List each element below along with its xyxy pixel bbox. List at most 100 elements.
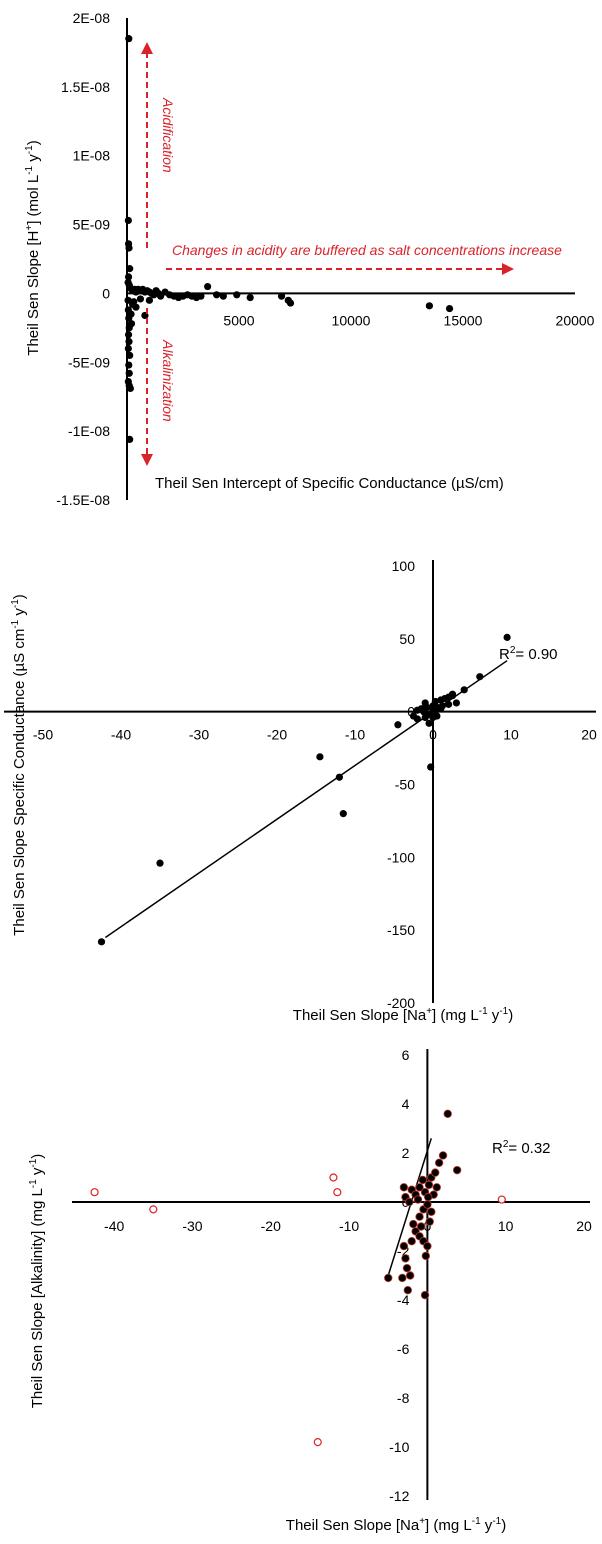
panel-c-y-tick-label: -8	[397, 1390, 410, 1406]
panel-a-data-point	[132, 303, 140, 311]
panel-a-data-point	[204, 282, 212, 291]
panel-c-excluded-point	[313, 1438, 322, 1447]
panel-b-data-point	[448, 690, 457, 698]
panel-b-points	[97, 633, 511, 946]
panel-b-data-point	[431, 697, 439, 706]
panel-b-y-axis-label: Theil Sen Slope Specific Conductance (µS…	[10, 594, 28, 936]
panel-a-x-tick-label: 5000	[223, 312, 254, 328]
panel-c-data-point	[405, 1271, 415, 1280]
acidification-annotation: Acidification	[160, 97, 176, 173]
panel-c-data-point	[424, 1180, 434, 1190]
panel-b-data-point	[335, 773, 343, 781]
panel-b-y-tick-label: 0	[407, 704, 415, 720]
panel-a-data-point	[445, 304, 454, 313]
panel-c-data-point	[421, 1251, 431, 1261]
panel-c-trendline	[387, 1138, 433, 1276]
panel-b-y-tick-label: -50	[395, 777, 415, 793]
panel-a-axes: 2E-08 1.5E-08 1E-08 5E-09 0 -5E-09 -1E-08 -1.5E…	[56, 10, 594, 508]
panel-b-x-tick-label: -20	[267, 727, 287, 743]
panel-a-data-point	[124, 344, 132, 353]
panel-c-data-point	[399, 1183, 409, 1192]
panel-c-data-point	[434, 1158, 444, 1167]
panel-a-data-point	[130, 298, 138, 306]
panel-a-y-axis-label: Theil Sen Slope [H+] (mol L-1 y-1)	[24, 140, 42, 355]
panel-b-r2-value: = 0.90	[515, 646, 557, 663]
panel-c-data-point	[443, 1109, 452, 1118]
panel-b-data-point	[413, 715, 421, 723]
panel-c-x-tick-label: 20	[576, 1218, 592, 1234]
panel-b-data-point	[476, 673, 484, 681]
panel-c-x-axis-label: Theil Sen Slope [Na+] (mg L-1 y-1)	[286, 1516, 506, 1534]
panel-a-data-point	[233, 291, 241, 299]
panel-c-trendline-line	[387, 1138, 433, 1276]
panel-b-x-tick-label: 0	[429, 727, 437, 743]
chart-panel-a: 2E-08 1.5E-08 1E-08 5E-09 0 -5E-09 -1E-08 -1.5E…	[24, 10, 595, 508]
panel-a-data-point	[125, 244, 133, 252]
panel-b-data-point	[445, 700, 453, 708]
panel-c-data-point	[405, 1197, 414, 1207]
panel-a-data-point	[219, 292, 227, 300]
panel-a-data-point	[126, 384, 134, 393]
panel-a-data-point	[145, 296, 153, 304]
panel-c-x-tick-label: 10	[498, 1218, 514, 1234]
panel-a-data-point	[126, 265, 134, 273]
panel-c-x-tick-label: -20	[261, 1218, 281, 1234]
panel-b-x-tick-label: -40	[111, 727, 131, 743]
panel-a-data-point	[125, 369, 133, 377]
panel-a-x-tick-label: 20000	[556, 312, 595, 328]
panel-c-excluded-point	[329, 1173, 338, 1182]
panel-c-data-point	[452, 1165, 462, 1175]
panel-c-y-tick-label: -12	[389, 1488, 409, 1504]
panel-c-points	[90, 1109, 506, 1447]
panel-b-x-axis-label: Theil Sen Slope [Na+] (mg L-1 y-1)	[293, 1006, 513, 1024]
panel-a-x-tick-label: 10000	[332, 312, 371, 328]
panel-a-x-axis-label: Theil Sen Intercept of Specific Conducta…	[155, 475, 504, 492]
panel-c-excluded-point	[333, 1188, 342, 1197]
panel-c-r-squared: R2= 0.32	[492, 1139, 551, 1157]
panel-a-y-tick-label: 0	[102, 285, 110, 301]
panel-b-y-tick-label: 50	[399, 631, 415, 647]
panel-b-data-point	[427, 763, 435, 771]
panel-b-x-tick-label: 10	[503, 727, 519, 743]
panel-c-data-point	[416, 1222, 426, 1231]
panel-c-data-point	[431, 1168, 440, 1177]
panel-a-data-point	[213, 291, 221, 299]
panel-a-y-tick-label: -1E-08	[68, 423, 110, 439]
panel-b-data-point	[156, 859, 164, 867]
panel-c-data-point	[384, 1273, 393, 1283]
panel-b-data-point	[316, 753, 324, 761]
panel-a-y-tick-label: 5E-09	[73, 217, 111, 233]
panel-a-data-point	[425, 302, 433, 310]
panel-c-data-point	[425, 1217, 434, 1226]
panel-b-data-point	[339, 810, 347, 818]
panel-a-y-tick-label: -1.5E-08	[56, 492, 110, 508]
panel-a-data-point	[126, 435, 134, 444]
panel-b-r-squared: R2= 0.90	[499, 645, 558, 663]
panel-a-data-point	[126, 351, 134, 359]
panel-b-x-tick-label: -50	[33, 727, 53, 743]
panel-c-y-tick-label: -4	[397, 1292, 410, 1308]
panel-c-data-point	[418, 1175, 427, 1185]
panel-c-y-tick-label: -6	[397, 1341, 410, 1357]
panel-c-data-point	[413, 1195, 423, 1204]
panel-c-x-tick-label: -10	[339, 1218, 359, 1234]
panel-a-y-tick-label: 1.5E-08	[61, 79, 110, 95]
panel-a-data-point	[124, 331, 133, 339]
panel-b-y-tick-label: -200	[387, 995, 415, 1011]
panel-c-excluded-point	[149, 1205, 158, 1214]
panel-c-data-point	[423, 1241, 432, 1251]
panel-b-x-tick-label: -30	[189, 727, 209, 743]
panel-b-data-point	[430, 709, 439, 717]
buffering-annotation: Changes in acidity are buffered as salt …	[172, 242, 562, 258]
alkalinization-annotation: Alkalinization	[160, 339, 176, 422]
panel-b-y-tick-label: -100	[387, 849, 415, 865]
panel-c-data-point	[407, 1236, 416, 1246]
panel-a-data-point	[127, 310, 135, 318]
panel-c-data-point	[432, 1183, 441, 1192]
panel-c-data-point	[399, 1241, 409, 1251]
panel-c-data-point	[403, 1285, 413, 1295]
panel-b-data-point	[97, 938, 106, 946]
